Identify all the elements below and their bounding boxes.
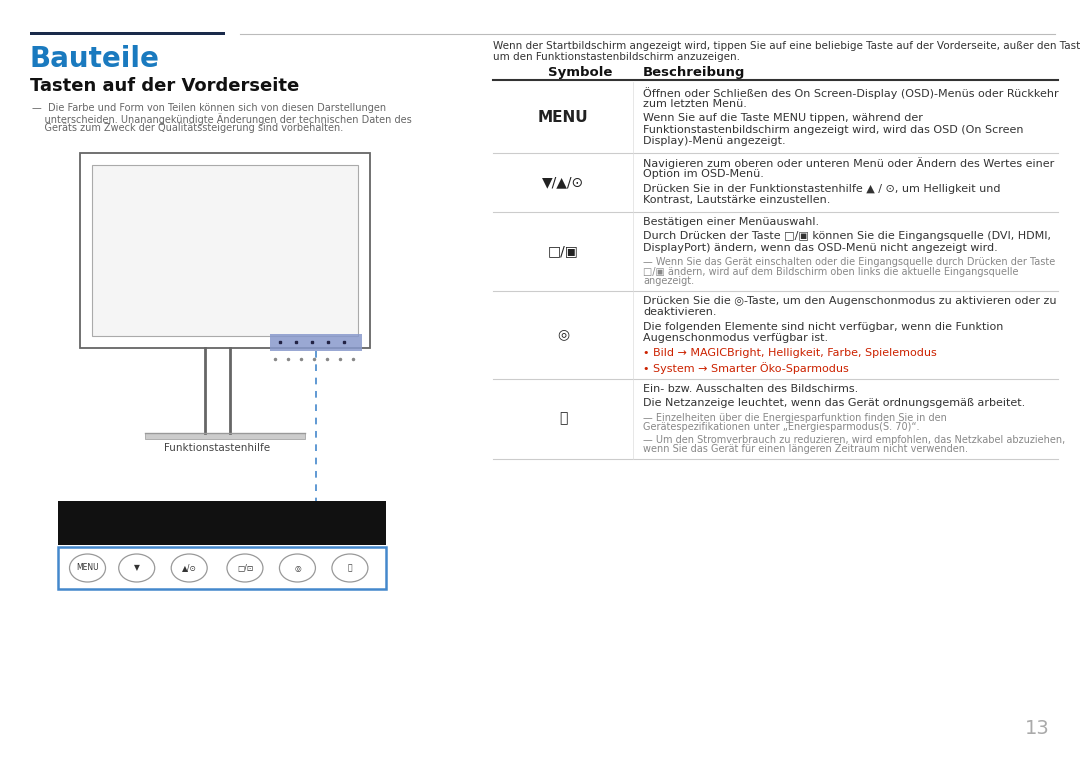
Text: —  Die Farbe und Form von Teilen können sich von diesen Darstellungen: — Die Farbe und Form von Teilen können s… <box>32 103 387 113</box>
Text: □: □ <box>259 522 270 532</box>
Text: ▲/⊙: ▲/⊙ <box>181 564 197 572</box>
Text: Öffnen oder Schließen des On Screen-Display (OSD)-Menüs oder Rückkehr: Öffnen oder Schließen des On Screen-Disp… <box>643 87 1058 99</box>
Text: ▼/▲/⊙: ▼/▲/⊙ <box>542 175 584 189</box>
Text: • Bild → MAGICBright, Helligkeit, Farbe, Spielemodus: • Bild → MAGICBright, Helligkeit, Farbe,… <box>643 347 936 358</box>
Text: ◎: ◎ <box>557 327 569 342</box>
Text: SAVER: SAVER <box>319 512 341 518</box>
Ellipse shape <box>332 554 368 582</box>
Text: ⏻: ⏻ <box>558 411 567 426</box>
Text: Drücken Sie in der Funktionstastenhilfe ▲ / ⊙, um Helligkeit und: Drücken Sie in der Funktionstastenhilfe … <box>643 183 1000 194</box>
Text: — Einzelheiten über die Energiesparfunktion finden Sie in den: — Einzelheiten über die Energiesparfunkt… <box>643 413 947 423</box>
Text: Display)-Menü angezeigt.: Display)-Menü angezeigt. <box>643 136 785 146</box>
Text: □/⊡: □/⊡ <box>237 564 253 572</box>
Text: Bauteile: Bauteile <box>30 45 160 73</box>
Bar <box>80 153 370 348</box>
Text: — Wenn Sie das Gerät einschalten oder die Eingangsquelle durch Drücken der Taste: — Wenn Sie das Gerät einschalten oder di… <box>643 257 1055 267</box>
Ellipse shape <box>227 554 262 582</box>
Text: Durch Drücken der Taste □/▣ können Sie die Eingangsquelle (DVI, HDMI,: Durch Drücken der Taste □/▣ können Sie d… <box>643 231 1051 241</box>
Text: ▼: ▼ <box>92 534 97 540</box>
Text: MENU: MENU <box>538 110 589 124</box>
Text: Funktionstastenhilfe: Funktionstastenhilfe <box>164 443 270 453</box>
Text: Augenschonmodus verfügbar ist.: Augenschonmodus verfügbar ist. <box>643 333 828 343</box>
Bar <box>30 31 225 35</box>
Text: Wenn Sie auf die Taste MENU tippen, während der: Wenn Sie auf die Taste MENU tippen, währ… <box>643 113 923 123</box>
Text: DisplayPort) ändern, wenn das OSD-Menü nicht angezeigt wird.: DisplayPort) ändern, wenn das OSD-Menü n… <box>643 243 998 253</box>
Text: □□: □□ <box>172 522 193 532</box>
Bar <box>58 547 386 589</box>
Text: □/▣: □/▣ <box>548 244 579 258</box>
Text: wenn Sie das Gerät für einen längeren Zeitraum nicht verwenden.: wenn Sie das Gerät für einen längeren Ze… <box>643 444 968 454</box>
Bar <box>92 165 357 336</box>
Text: |||: ||| <box>89 521 99 532</box>
Text: um den Funktionstastenbildschirm anzuzeigen.: um den Funktionstastenbildschirm anzuzei… <box>492 52 740 62</box>
Ellipse shape <box>119 554 154 582</box>
Text: Tasten auf der Vorderseite: Tasten auf der Vorderseite <box>30 77 299 95</box>
Text: angezeigt.: angezeigt. <box>643 276 694 286</box>
Text: ⏻: ⏻ <box>348 564 352 572</box>
Text: Symbole: Symbole <box>548 66 612 79</box>
Ellipse shape <box>172 554 207 582</box>
Text: Funktionstastenbildschirm angezeigt wird, wird das OSD (On Screen: Funktionstastenbildschirm angezeigt wird… <box>643 124 1024 134</box>
Ellipse shape <box>69 554 106 582</box>
Text: Navigieren zum oberen oder unteren Menü oder Ändern des Wertes einer: Navigieren zum oberen oder unteren Menü … <box>643 157 1054 169</box>
Text: Bestätigen einer Menüauswahl.: Bestätigen einer Menüauswahl. <box>643 217 819 227</box>
Text: Kontrast, Lautstärke einzustellen.: Kontrast, Lautstärke einzustellen. <box>643 195 831 205</box>
Text: Wenn der Startbildschirm angezeigt wird, tippen Sie auf eine beliebige Taste auf: Wenn der Startbildschirm angezeigt wird,… <box>492 41 1080 51</box>
Text: • System → Smarter Öko-Sparmodus: • System → Smarter Öko-Sparmodus <box>643 362 849 374</box>
Text: ◎: ◎ <box>294 564 300 572</box>
Text: MENU: MENU <box>77 564 99 572</box>
Text: ▼: ▼ <box>262 534 268 540</box>
Text: MENU: MENU <box>82 505 106 511</box>
Text: zum letzten Menü.: zum letzten Menü. <box>643 98 747 108</box>
Text: Option im OSD-Menü.: Option im OSD-Menü. <box>643 169 764 179</box>
Text: EYE: EYE <box>324 505 337 511</box>
Bar <box>270 334 362 351</box>
Text: unterscheiden. Unanangekündigte Änderungen der technischen Daten des: unterscheiden. Unanangekündigte Änderung… <box>32 113 411 125</box>
Text: SOURCE: SOURCE <box>251 505 279 511</box>
Text: ▼: ▼ <box>180 534 186 540</box>
Text: Gerätespezifikationen unter „Energiesparmodus(S. 70)“.: Gerätespezifikationen unter „Energiespar… <box>643 422 919 432</box>
Text: Die folgenden Elemente sind nicht verfügbar, wenn die Funktion: Die folgenden Elemente sind nicht verfüg… <box>643 321 1003 331</box>
Bar <box>58 501 386 545</box>
Text: deaktivieren.: deaktivieren. <box>643 307 716 317</box>
Text: ◎: ◎ <box>325 522 335 532</box>
Text: Die Netzanzeige leuchtet, wenn das Gerät ordnungsgemäß arbeitet.: Die Netzanzeige leuchtet, wenn das Gerät… <box>643 398 1025 408</box>
Bar <box>145 433 305 439</box>
Text: Geräts zum Zweck der Qualitätssteigerung sind vorbehalten.: Geräts zum Zweck der Qualitätssteigerung… <box>32 123 343 133</box>
Ellipse shape <box>280 554 315 582</box>
Text: □/▣ ändern, wird auf dem Bildschirm oben links die aktuelle Eingangsquelle: □/▣ ändern, wird auf dem Bildschirm oben… <box>643 266 1018 276</box>
Text: — Um den Stromverbrauch zu reduzieren, wird empfohlen, das Netzkabel abzuziehen,: — Um den Stromverbrauch zu reduzieren, w… <box>643 434 1065 445</box>
Text: Drücken Sie die ◎-Taste, um den Augenschonmodus zu aktivieren oder zu: Drücken Sie die ◎-Taste, um den Augensch… <box>643 295 1056 305</box>
Text: Ein- bzw. Ausschalten des Bildschirms.: Ein- bzw. Ausschalten des Bildschirms. <box>643 384 859 394</box>
Text: ▼: ▼ <box>134 564 139 572</box>
Text: ▼: ▼ <box>327 534 333 540</box>
Text: Beschreibung: Beschreibung <box>643 66 745 79</box>
Text: 13: 13 <box>1025 719 1050 738</box>
